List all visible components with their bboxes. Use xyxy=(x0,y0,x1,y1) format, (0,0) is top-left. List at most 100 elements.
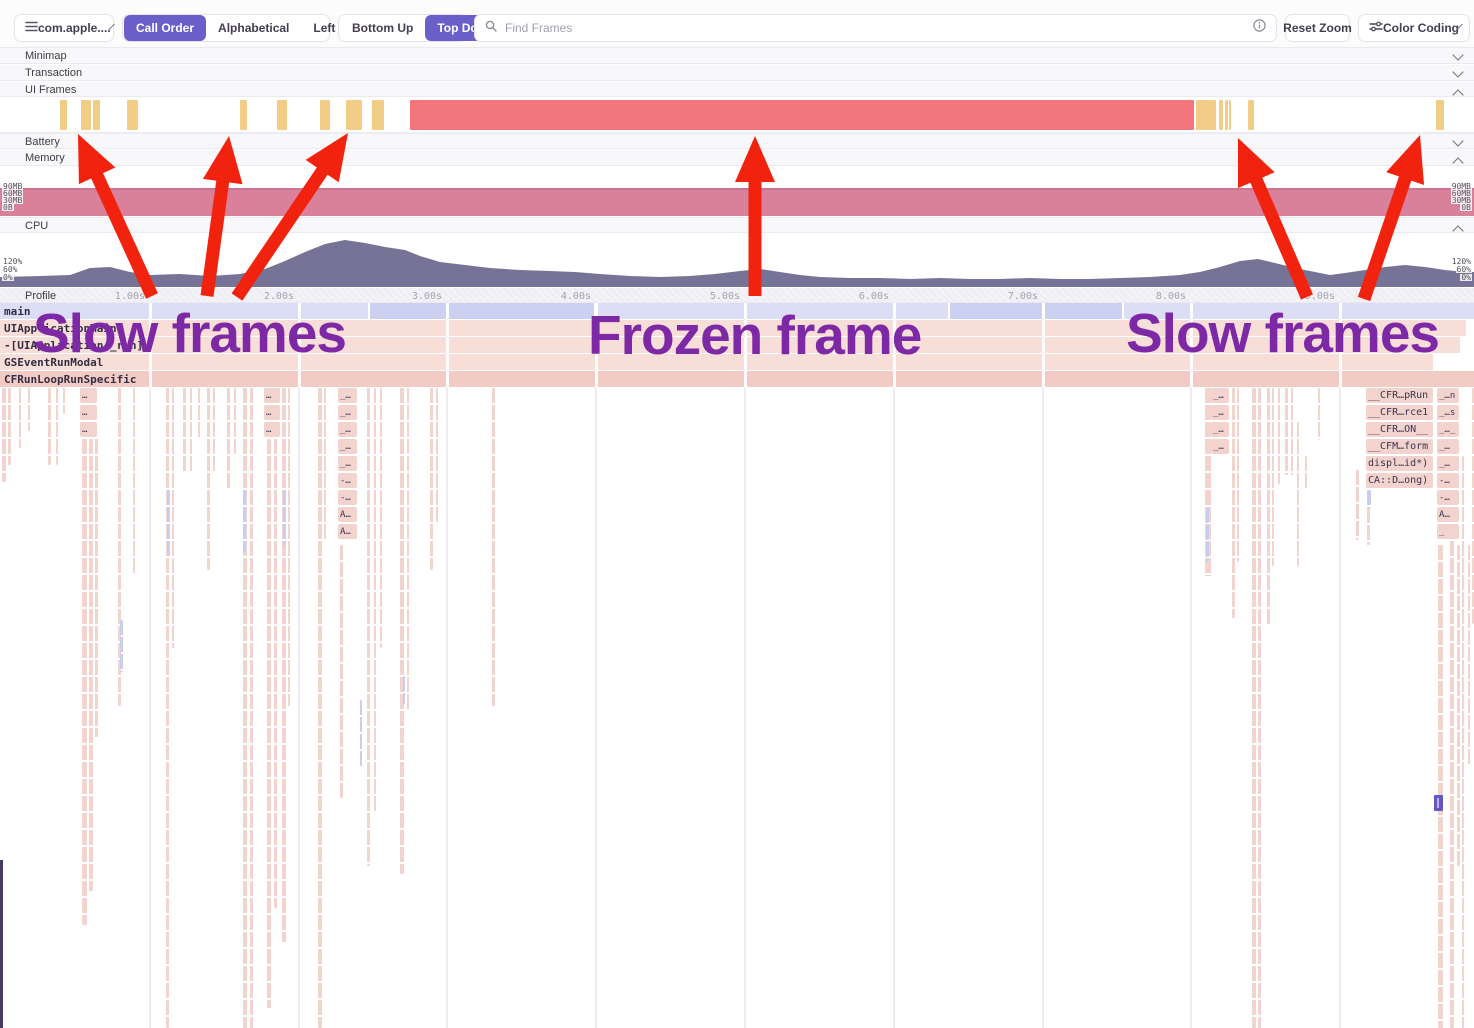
flame-column[interactable] xyxy=(1267,388,1270,624)
flame-column[interactable] xyxy=(243,490,246,552)
flame-column[interactable] xyxy=(198,388,200,438)
flame-frame[interactable]: … xyxy=(264,422,280,437)
flame-column[interactable] xyxy=(190,388,192,472)
flame-column[interactable] xyxy=(1472,388,1474,624)
flame-column[interactable] xyxy=(1305,456,1307,490)
flame-column[interactable] xyxy=(19,388,21,448)
flame-column[interactable] xyxy=(374,388,376,812)
flame-frame[interactable]: displ…id*) xyxy=(1366,456,1433,471)
flame-frame[interactable]: _…s xyxy=(1437,405,1459,420)
memory-track[interactable]: 90MB 90MB 60MB 60MB 30MB 30MB 0B 0B xyxy=(0,167,1474,217)
flame-column[interactable] xyxy=(1450,388,1454,1028)
flame-column[interactable] xyxy=(207,388,210,570)
flame-column[interactable] xyxy=(118,388,121,706)
slow-frame-bar[interactable] xyxy=(1248,100,1254,130)
slow-frame-bar[interactable] xyxy=(127,100,138,130)
slow-frame-bar[interactable] xyxy=(81,100,91,130)
chevron-down-icon[interactable] xyxy=(1452,135,1464,147)
flame-frame[interactable]: _… xyxy=(338,439,357,454)
flame-column[interactable] xyxy=(324,388,326,540)
flame-column[interactable] xyxy=(1367,508,1370,545)
cpu-track[interactable]: 120% 120% 60% 60% 0% 0% xyxy=(0,234,1474,288)
flame-frame[interactable]: __CFM…form xyxy=(1366,439,1433,454)
slow-frame-bar[interactable] xyxy=(240,100,247,130)
flame-column[interactable] xyxy=(227,388,230,489)
flame-row-1[interactable]: UIApplicationMain xyxy=(0,320,1466,336)
minimap-selection[interactable] xyxy=(948,303,1124,319)
flamegraph[interactable]: main UIApplicationMain -[UIApplication _ru… xyxy=(0,303,1474,1028)
flame-frame[interactable]: _… xyxy=(338,422,357,437)
flame-column[interactable] xyxy=(28,388,30,431)
flame-frame[interactable]: _… xyxy=(1211,388,1229,403)
flame-column[interactable] xyxy=(213,388,215,472)
flame-column[interactable] xyxy=(380,388,382,648)
find-frames-search[interactable] xyxy=(474,14,1277,42)
flame-column[interactable] xyxy=(1206,508,1209,562)
selected-flame-frame[interactable] xyxy=(1434,795,1443,811)
flame-frame[interactable]: __CFR…pRun xyxy=(1366,388,1433,403)
flame-column[interactable] xyxy=(1252,388,1256,1028)
profile-selector-dropdown[interactable]: com.apple.... xyxy=(14,14,115,42)
flame-frame[interactable]: _… xyxy=(1437,439,1459,454)
flame-column[interactable] xyxy=(340,545,343,798)
slow-frame-bar[interactable] xyxy=(346,100,362,130)
call-order-button[interactable]: Call Order xyxy=(124,15,207,41)
flame-frame[interactable]: _… xyxy=(338,388,357,403)
flame-frame[interactable]: A… xyxy=(1437,507,1459,522)
flame-frame[interactable]: _ xyxy=(1437,524,1459,539)
flame-column[interactable] xyxy=(274,439,277,908)
search-input[interactable] xyxy=(503,20,1253,36)
flame-frame[interactable]: _… xyxy=(1211,422,1229,437)
flame-frame[interactable]: A… xyxy=(338,524,357,539)
flame-column[interactable] xyxy=(133,388,135,574)
color-coding-dropdown[interactable]: Color Coding xyxy=(1358,14,1470,42)
slow-frame-bar[interactable] xyxy=(1196,100,1216,130)
slow-frame-bar[interactable] xyxy=(1219,100,1223,130)
flame-column[interactable] xyxy=(166,388,169,1028)
minimap-selection[interactable] xyxy=(368,303,596,319)
section-header-cpu[interactable]: CPU xyxy=(0,217,1474,237)
flame-column[interactable] xyxy=(120,620,123,672)
flame-row-4[interactable]: CFRunLoopRunSpecific xyxy=(0,371,1474,387)
flame-column[interactable] xyxy=(1356,470,1359,540)
flame-frame[interactable]: _… xyxy=(338,405,357,420)
flame-column[interactable] xyxy=(436,388,438,523)
flame-column[interactable] xyxy=(8,388,11,465)
flame-frame[interactable]: -… xyxy=(338,473,357,488)
flame-column[interactable] xyxy=(234,388,236,455)
flame-column[interactable] xyxy=(1285,388,1288,475)
section-header-minimap[interactable]: Minimap xyxy=(0,48,1474,64)
flame-frame[interactable]: _… xyxy=(1211,405,1229,420)
frozen-frame-bar[interactable] xyxy=(410,100,1194,130)
flame-row-3[interactable]: GSEventRunModal xyxy=(0,354,1433,370)
flame-frame[interactable]: -… xyxy=(338,490,357,505)
section-header-memory[interactable]: Memory xyxy=(0,150,1474,169)
flame-column[interactable] xyxy=(430,388,433,570)
flame-column[interactable] xyxy=(89,439,93,891)
flame-frame[interactable]: … xyxy=(80,405,97,420)
flame-column[interactable] xyxy=(1367,490,1371,508)
chevron-down-icon[interactable] xyxy=(1452,49,1464,61)
flame-column[interactable] xyxy=(403,676,405,704)
chevron-down-icon[interactable] xyxy=(1452,66,1464,78)
flame-frame[interactable]: -… xyxy=(1437,490,1459,505)
flame-column[interactable] xyxy=(1258,388,1261,1028)
flame-column[interactable] xyxy=(1462,456,1464,1028)
flame-column[interactable] xyxy=(1237,388,1239,562)
alphabetical-button[interactable]: Alphabetical xyxy=(218,21,290,35)
flame-column[interactable] xyxy=(243,388,247,1028)
flame-frame[interactable]: _…_ xyxy=(1437,422,1459,437)
section-header-battery[interactable]: Battery xyxy=(0,133,1474,149)
section-header-ui-frames[interactable]: UI Frames xyxy=(0,82,1474,101)
slow-frame-bar[interactable] xyxy=(60,100,67,130)
flame-column[interactable] xyxy=(1272,388,1274,566)
flame-column[interactable] xyxy=(1318,388,1320,440)
flame-column[interactable] xyxy=(318,388,322,1028)
flame-frame[interactable]: _… xyxy=(338,456,357,471)
flame-column[interactable] xyxy=(1291,388,1293,475)
flame-frame[interactable]: A… xyxy=(338,507,357,522)
flame-column[interactable] xyxy=(360,700,362,767)
flame-frame[interactable]: _… xyxy=(1437,456,1459,471)
flame-frame[interactable]: CA::D…ong) xyxy=(1366,473,1433,488)
flame-column[interactable] xyxy=(492,388,495,706)
